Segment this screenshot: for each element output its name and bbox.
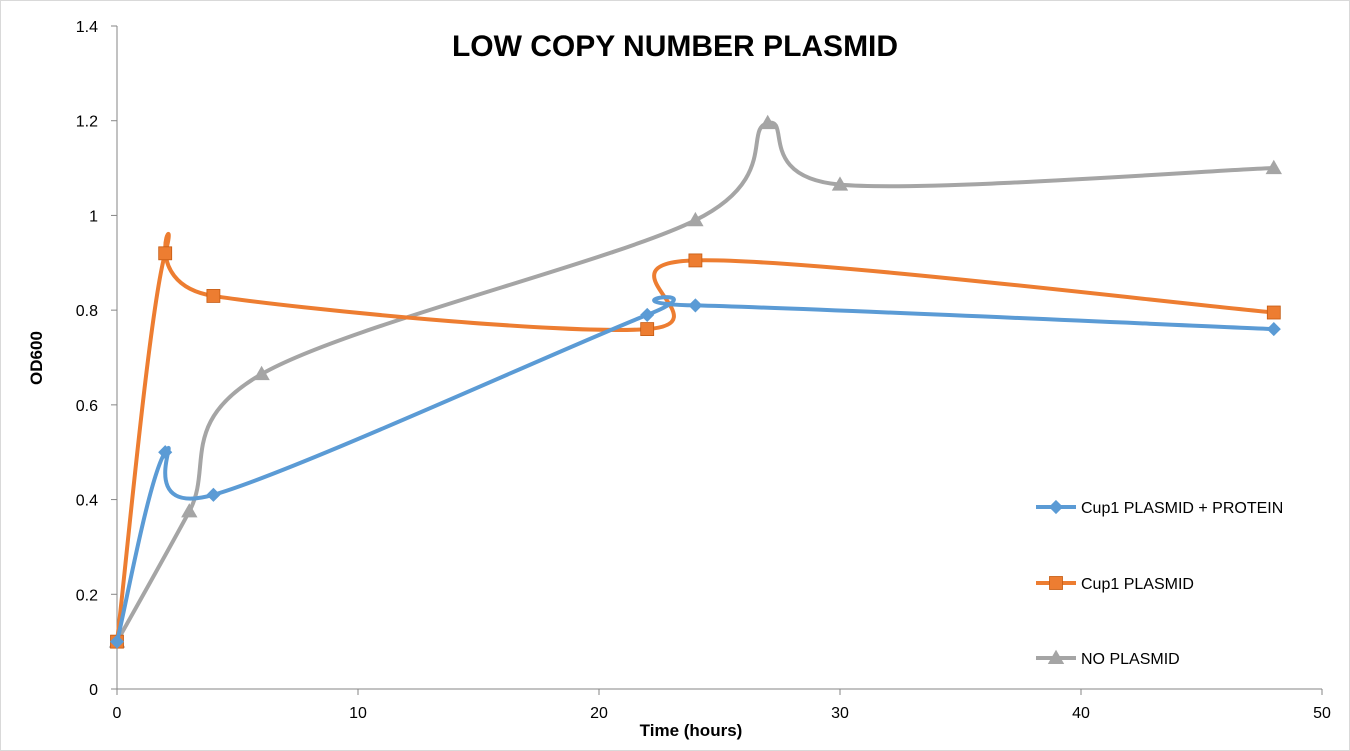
x-tick-label: 40	[1072, 705, 1090, 722]
data-point-no-plasmid	[759, 114, 776, 130]
series-line-cup1-plasmid	[115, 231, 1276, 644]
x-tick-label: 30	[831, 705, 849, 722]
data-point-cup1-plasmid	[688, 253, 703, 268]
data-point-no-plasmid	[181, 503, 198, 518]
data-point-no-plasmid	[1265, 159, 1282, 175]
data-point-no-plasmid	[253, 365, 270, 381]
y-tick-label: 1	[89, 208, 98, 225]
x-tick-label: 10	[349, 705, 367, 722]
series-line-no-plasmid	[115, 120, 1276, 644]
data-point-cup1-plasmid-protein	[1266, 322, 1281, 337]
data-point-cup1-plasmid-protein	[206, 487, 221, 502]
y-tick-label: 0	[89, 682, 98, 699]
data-point-cup1-plasmid	[206, 289, 221, 303]
chart-title: LOW COPY NUMBER PLASMID	[452, 30, 898, 63]
legend-marker-cup1-plasmid	[1049, 576, 1063, 590]
data-point-no-plasmid	[831, 176, 849, 191]
x-tick-label: 20	[590, 705, 608, 722]
x-tick-label: 50	[1313, 705, 1331, 722]
y-tick-label: 1.2	[76, 114, 98, 131]
y-tick-label: 1.4	[76, 19, 98, 36]
data-point-cup1-plasmid-protein	[158, 445, 173, 460]
legend-label-cup1-plasmid: Cup1 PLASMID	[1081, 576, 1194, 593]
data-point-cup1-plasmid	[640, 322, 655, 336]
data-point-cup1-plasmid-protein	[688, 298, 703, 313]
y-tick-label: 0.8	[76, 303, 98, 320]
axes: 0 0.2 0.4 0.6 0.8 1 1.2 1.4 0 10 20 30 40 50	[76, 19, 1331, 722]
data-point-cup1-plasmid	[158, 246, 173, 261]
legend-label-cup1-plasmid-protein: Cup1 PLASMID + PROTEIN	[1081, 500, 1283, 517]
series-group	[108, 114, 1282, 649]
x-axis-title: Time (hours)	[640, 721, 743, 740]
legend-label-no-plasmid: NO PLASMID	[1081, 651, 1180, 668]
y-tick-label: 0.4	[76, 493, 98, 510]
data-point-cup1-plasmid	[1266, 305, 1281, 320]
y-tick-label: 0.6	[76, 398, 98, 415]
data-point-cup1-plasmid-protein	[640, 307, 655, 322]
data-point-cup1-plasmid-protein	[109, 634, 125, 649]
y-tick-label: 0.2	[76, 587, 98, 604]
legend: Cup1 PLASMID + PROTEIN Cup1 PLASMID NO PLA…	[1036, 499, 1283, 668]
legend-marker-no-plasmid	[1047, 649, 1065, 665]
legend-marker-cup1-plasmid-protein	[1048, 499, 1064, 515]
x-tick-label: 0	[113, 705, 122, 722]
data-point-no-plasmid	[687, 211, 704, 227]
y-axis-title: OD600	[27, 331, 46, 385]
